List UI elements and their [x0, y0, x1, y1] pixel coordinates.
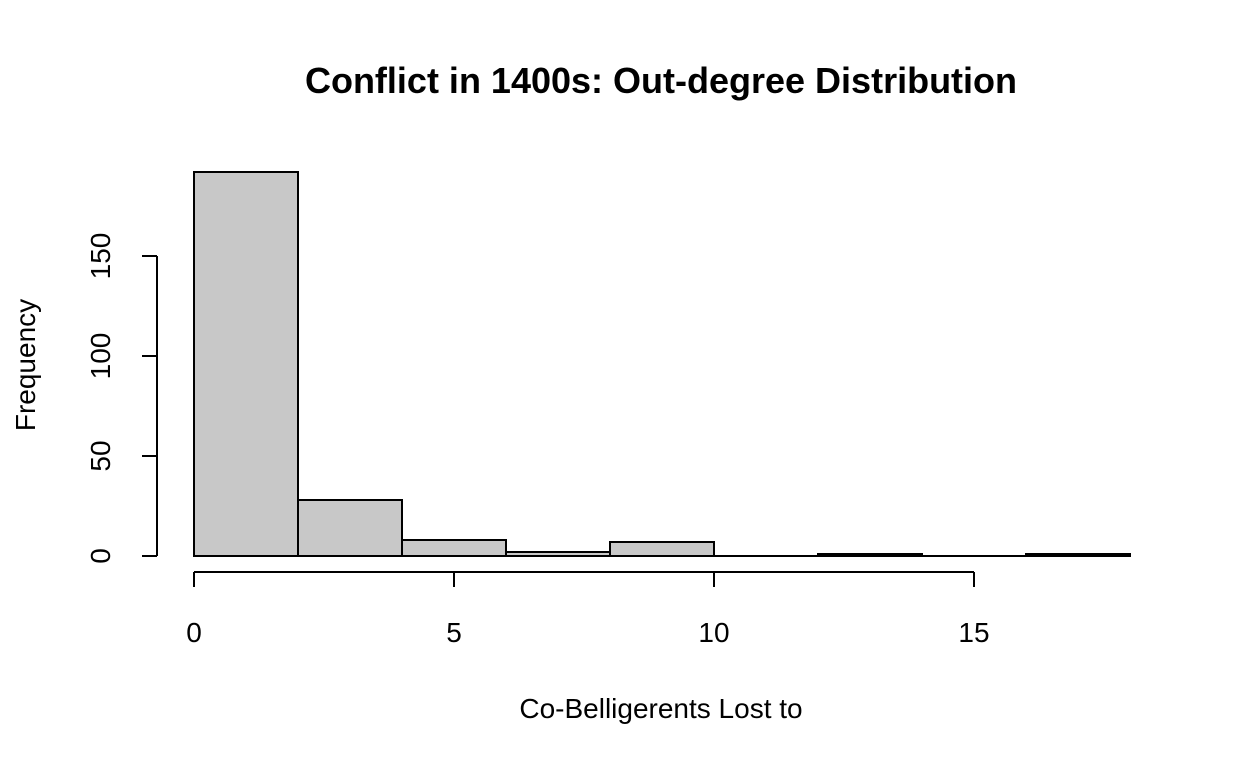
x-tick-label: 10: [698, 617, 729, 648]
y-tick-label: 100: [85, 333, 116, 380]
x-tick-label: 0: [186, 617, 202, 648]
y-axis: 0 50 100 150: [85, 233, 158, 564]
histogram-bar: [505, 551, 611, 557]
histogram-bar: [401, 539, 507, 557]
histogram-bar: [297, 499, 403, 557]
x-tick-label: 15: [958, 617, 989, 648]
y-axis-label: Frequency: [10, 299, 41, 431]
histogram-bar: [1025, 553, 1131, 557]
x-tick-label: 5: [446, 617, 462, 648]
histogram-bar: [193, 171, 299, 557]
y-tick-label: 0: [85, 548, 116, 564]
histogram-bar: [817, 553, 923, 557]
histogram-bar: [609, 541, 715, 557]
y-tick-label: 50: [85, 440, 116, 471]
x-axis-label: Co-Belligerents Lost to: [519, 693, 802, 724]
histogram-bars: [193, 171, 1131, 558]
x-axis: 0 5 10 15: [186, 571, 990, 648]
y-tick-label: 150: [85, 233, 116, 280]
chart-title: Conflict in 1400s: Out-degree Distributi…: [305, 60, 1017, 101]
